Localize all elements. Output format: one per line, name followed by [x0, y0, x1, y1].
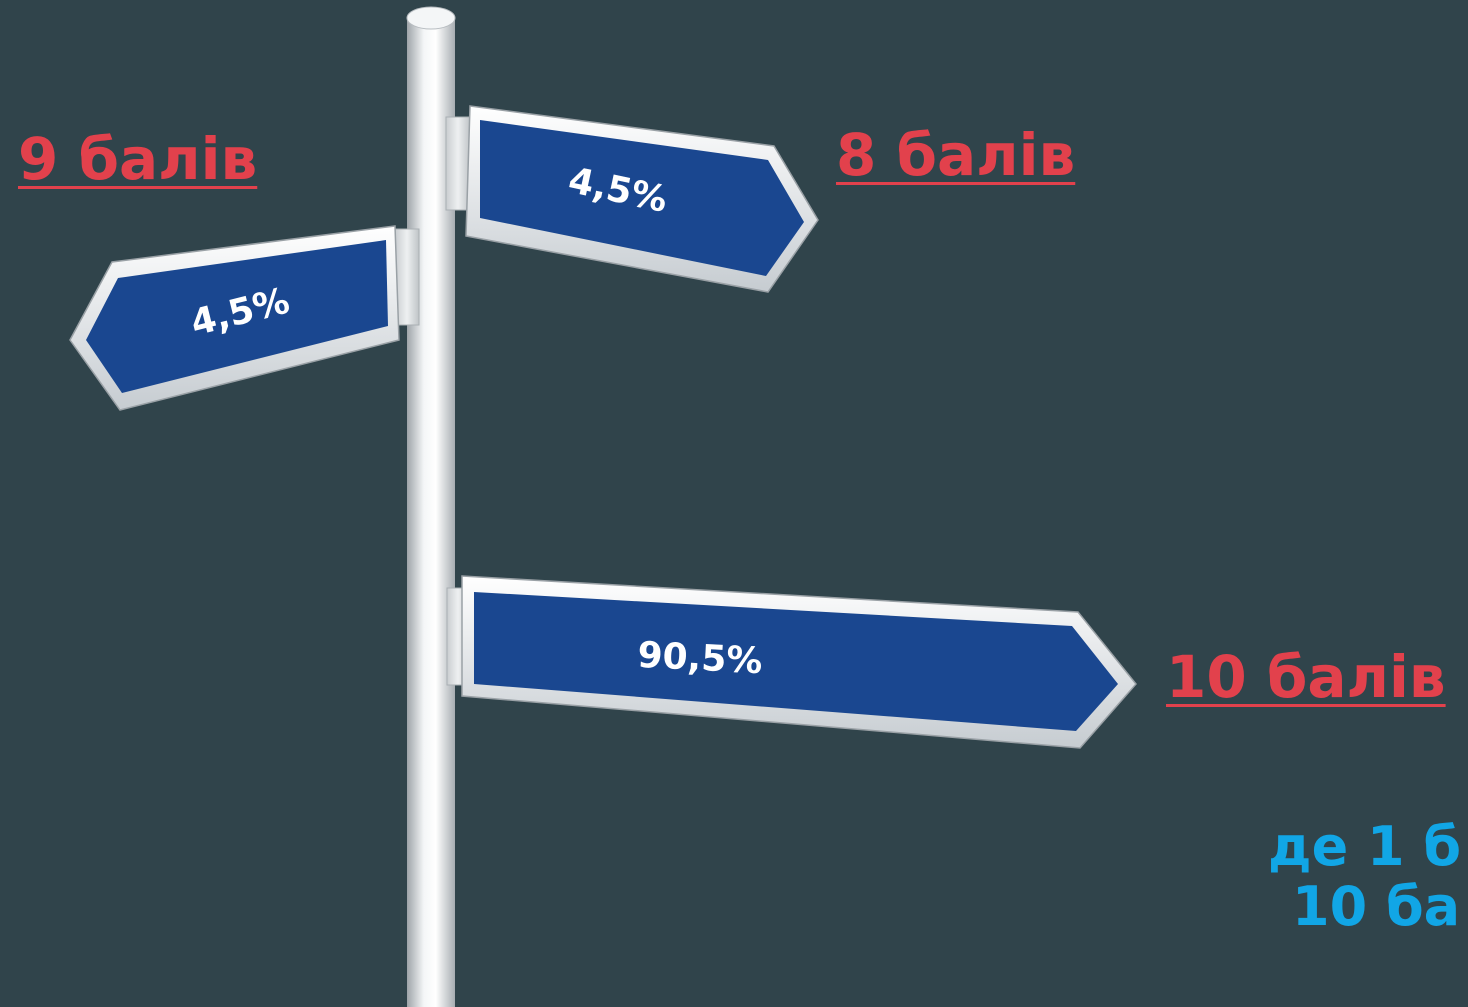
sign-arrow-left: 4,5% [69, 225, 400, 411]
sign-arrow-upper-right: 4,5% [465, 105, 819, 293]
score-label-10: 10 балів [1166, 643, 1446, 711]
sign-arrow-lower-right: 90,5% [461, 575, 1137, 749]
bracket-upper-sign [445, 116, 471, 211]
sign-value-lower-right: 90,5% [637, 635, 764, 682]
legend-line-1: де 1 б [1268, 815, 1462, 878]
score-label-8: 8 балів [836, 121, 1076, 189]
score-label-9: 9 балів [18, 125, 258, 193]
legend-line-2: 10 ба [1292, 875, 1461, 938]
